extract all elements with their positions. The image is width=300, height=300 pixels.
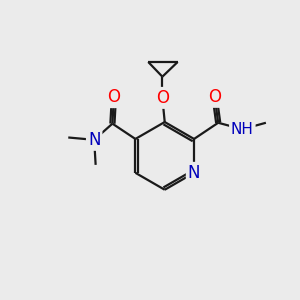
Text: O: O: [156, 89, 169, 107]
Text: N: N: [188, 164, 200, 182]
Text: NH: NH: [231, 122, 254, 137]
Text: O: O: [208, 88, 221, 106]
Text: O: O: [107, 88, 120, 106]
Text: N: N: [88, 131, 100, 149]
